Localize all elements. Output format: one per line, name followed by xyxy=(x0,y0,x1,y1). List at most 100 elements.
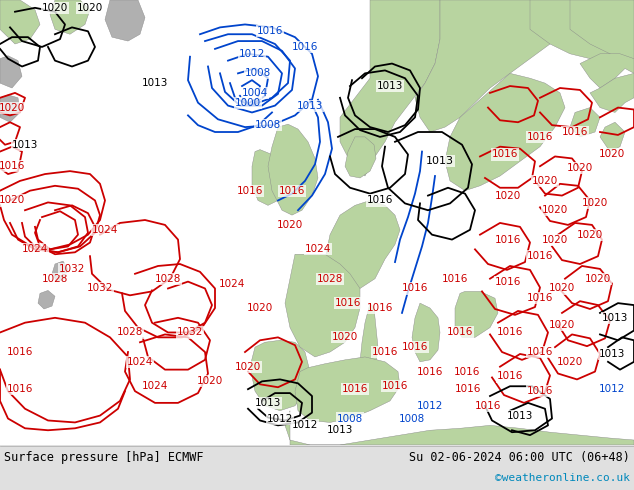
Polygon shape xyxy=(340,0,440,176)
Text: 1013: 1013 xyxy=(255,398,281,408)
Text: 1032: 1032 xyxy=(59,264,85,274)
Text: 1020: 1020 xyxy=(532,176,558,186)
Text: 1020: 1020 xyxy=(557,357,583,367)
Text: 1024: 1024 xyxy=(219,279,245,289)
Text: 1016: 1016 xyxy=(442,274,468,284)
Text: 1000: 1000 xyxy=(235,98,261,108)
Polygon shape xyxy=(360,303,378,381)
Text: 1013: 1013 xyxy=(327,425,353,435)
Text: 1016: 1016 xyxy=(527,347,553,357)
Polygon shape xyxy=(580,54,634,88)
Text: 1016: 1016 xyxy=(454,367,480,377)
Text: 1020: 1020 xyxy=(599,149,625,160)
Text: 1032: 1032 xyxy=(87,283,113,294)
Text: 1024: 1024 xyxy=(305,245,331,254)
Text: 1013: 1013 xyxy=(507,411,533,420)
Text: 1020: 1020 xyxy=(235,362,261,372)
Text: 1016: 1016 xyxy=(7,347,33,357)
Polygon shape xyxy=(52,261,68,282)
Text: 1016: 1016 xyxy=(417,367,443,377)
Text: 1016: 1016 xyxy=(492,149,518,160)
Text: 1016: 1016 xyxy=(497,371,523,382)
Text: 1016: 1016 xyxy=(7,384,33,394)
Text: 1016: 1016 xyxy=(342,384,368,394)
Polygon shape xyxy=(105,0,145,41)
Text: 1016: 1016 xyxy=(475,401,501,411)
Text: 1020: 1020 xyxy=(549,319,575,330)
Text: 1028: 1028 xyxy=(42,274,68,284)
Polygon shape xyxy=(38,291,55,309)
Text: 1020: 1020 xyxy=(542,235,568,245)
Text: 1016: 1016 xyxy=(402,283,428,294)
Text: 1013: 1013 xyxy=(598,349,625,359)
Text: 1020: 1020 xyxy=(247,303,273,313)
Polygon shape xyxy=(295,357,400,422)
Text: 1012: 1012 xyxy=(292,420,318,430)
Polygon shape xyxy=(0,95,20,122)
Text: 1012: 1012 xyxy=(267,414,293,423)
Text: 1016: 1016 xyxy=(495,277,521,287)
Polygon shape xyxy=(570,108,600,137)
Text: 1016: 1016 xyxy=(279,186,305,196)
Text: 1032: 1032 xyxy=(177,327,203,338)
Text: 1016: 1016 xyxy=(527,386,553,396)
Polygon shape xyxy=(252,149,282,205)
Text: 1024: 1024 xyxy=(22,245,48,254)
Text: 1016: 1016 xyxy=(382,381,408,391)
Text: 1024: 1024 xyxy=(142,381,168,391)
Text: 1012: 1012 xyxy=(598,384,625,394)
Text: 1020: 1020 xyxy=(495,191,521,200)
Text: 1020: 1020 xyxy=(585,274,611,284)
Text: 1020: 1020 xyxy=(77,3,103,13)
Text: 1020: 1020 xyxy=(277,220,303,230)
Polygon shape xyxy=(268,124,318,215)
Text: 1004: 1004 xyxy=(242,88,268,98)
Text: 1016: 1016 xyxy=(292,42,318,52)
Polygon shape xyxy=(445,74,565,191)
Polygon shape xyxy=(600,122,625,151)
Text: 1020: 1020 xyxy=(577,230,603,240)
Text: 1013: 1013 xyxy=(602,313,628,323)
Text: 1012: 1012 xyxy=(417,401,443,411)
Text: 1016: 1016 xyxy=(402,342,428,352)
Text: Surface pressure [hPa] ECMWF: Surface pressure [hPa] ECMWF xyxy=(4,451,204,465)
Text: 1016: 1016 xyxy=(367,303,393,313)
Text: 1020: 1020 xyxy=(567,163,593,173)
Polygon shape xyxy=(0,0,40,44)
Text: 1020: 1020 xyxy=(0,196,25,205)
Text: 1016: 1016 xyxy=(237,186,263,196)
Polygon shape xyxy=(415,0,634,132)
Polygon shape xyxy=(570,0,634,69)
Text: ©weatheronline.co.uk: ©weatheronline.co.uk xyxy=(495,473,630,483)
Text: 1013: 1013 xyxy=(12,140,38,150)
Text: 1028: 1028 xyxy=(155,274,181,284)
Text: 1016: 1016 xyxy=(367,196,393,205)
Text: 1016: 1016 xyxy=(447,327,473,338)
Polygon shape xyxy=(250,340,310,411)
Text: 1020: 1020 xyxy=(549,283,575,294)
Text: 1016: 1016 xyxy=(562,127,588,137)
Text: 1013: 1013 xyxy=(377,81,403,91)
Text: 1016: 1016 xyxy=(527,132,553,142)
Text: 1020: 1020 xyxy=(542,205,568,215)
Text: 1024: 1024 xyxy=(127,357,153,367)
Polygon shape xyxy=(285,254,360,357)
Polygon shape xyxy=(530,0,634,59)
Polygon shape xyxy=(590,74,634,112)
Text: 1028: 1028 xyxy=(117,327,143,338)
Text: 1016: 1016 xyxy=(372,347,398,357)
Text: 1020: 1020 xyxy=(42,3,68,13)
Text: 1013: 1013 xyxy=(426,156,454,166)
Text: 1016: 1016 xyxy=(455,384,481,394)
Polygon shape xyxy=(412,303,440,362)
Polygon shape xyxy=(285,411,634,445)
Polygon shape xyxy=(345,137,376,178)
Text: 1024: 1024 xyxy=(92,225,118,235)
Text: 1012: 1012 xyxy=(239,49,265,59)
Text: 1016: 1016 xyxy=(497,327,523,338)
Text: 1013: 1013 xyxy=(297,100,323,111)
Polygon shape xyxy=(325,200,400,294)
Text: 1008: 1008 xyxy=(337,414,363,423)
Text: 1016: 1016 xyxy=(0,161,25,171)
Text: 1016: 1016 xyxy=(527,293,553,303)
